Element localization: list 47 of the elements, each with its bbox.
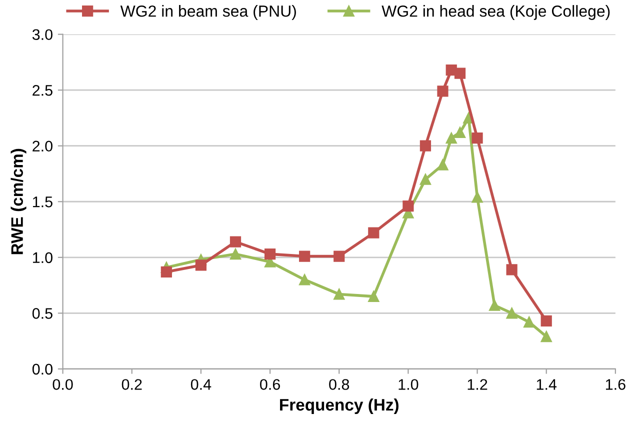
point <box>506 308 518 319</box>
point <box>472 192 483 203</box>
x-tick-label: 1.4 <box>536 379 557 390</box>
point <box>437 159 448 170</box>
legend-label: WG2 in beam sea (PNU) <box>120 5 296 20</box>
x-axis-title: Frequency (Hz) <box>280 398 398 414</box>
point <box>540 331 552 342</box>
point <box>472 132 483 144</box>
x-tick-label: 0.4 <box>190 379 212 390</box>
point <box>420 174 432 185</box>
point <box>230 248 242 260</box>
point <box>540 315 552 327</box>
point <box>264 248 276 260</box>
point <box>437 86 448 97</box>
y-axis-title: RWE (cm/cm) <box>10 148 26 254</box>
point <box>524 316 535 328</box>
y-tick-label: 2.5 <box>32 84 52 96</box>
point <box>160 266 172 278</box>
x-tick-label: 1.6 <box>606 379 626 390</box>
y-tick-label: 1.5 <box>33 196 52 208</box>
y-tick-label: 3.0 <box>32 29 52 40</box>
point <box>454 68 466 79</box>
point <box>299 250 310 262</box>
y-tick-label: 2.0 <box>32 140 52 152</box>
point <box>488 300 500 311</box>
point <box>506 264 518 276</box>
x-tick-label: 0.8 <box>329 379 350 390</box>
x-tick-label: 1.2 <box>468 379 488 390</box>
point <box>230 236 242 248</box>
point <box>195 260 207 271</box>
y-tick-label: 1.0 <box>33 252 52 264</box>
point <box>334 250 345 262</box>
x-tick-label: 0.0 <box>52 379 73 390</box>
x-tick-label: 0.2 <box>122 379 142 390</box>
point <box>454 126 466 138</box>
point <box>446 132 457 144</box>
point <box>299 274 310 286</box>
point <box>368 290 380 302</box>
point <box>420 140 432 152</box>
point <box>334 288 345 300</box>
legend-label: WG2 in head sea (Koje College) <box>382 5 610 20</box>
y-tick-label: 0.5 <box>32 308 52 319</box>
point <box>368 227 380 238</box>
point <box>402 200 414 212</box>
x-tick-label: 0.6 <box>260 379 280 390</box>
y-tick-label: 0.0 <box>32 364 52 375</box>
x-tick-label: 1.0 <box>398 379 418 390</box>
